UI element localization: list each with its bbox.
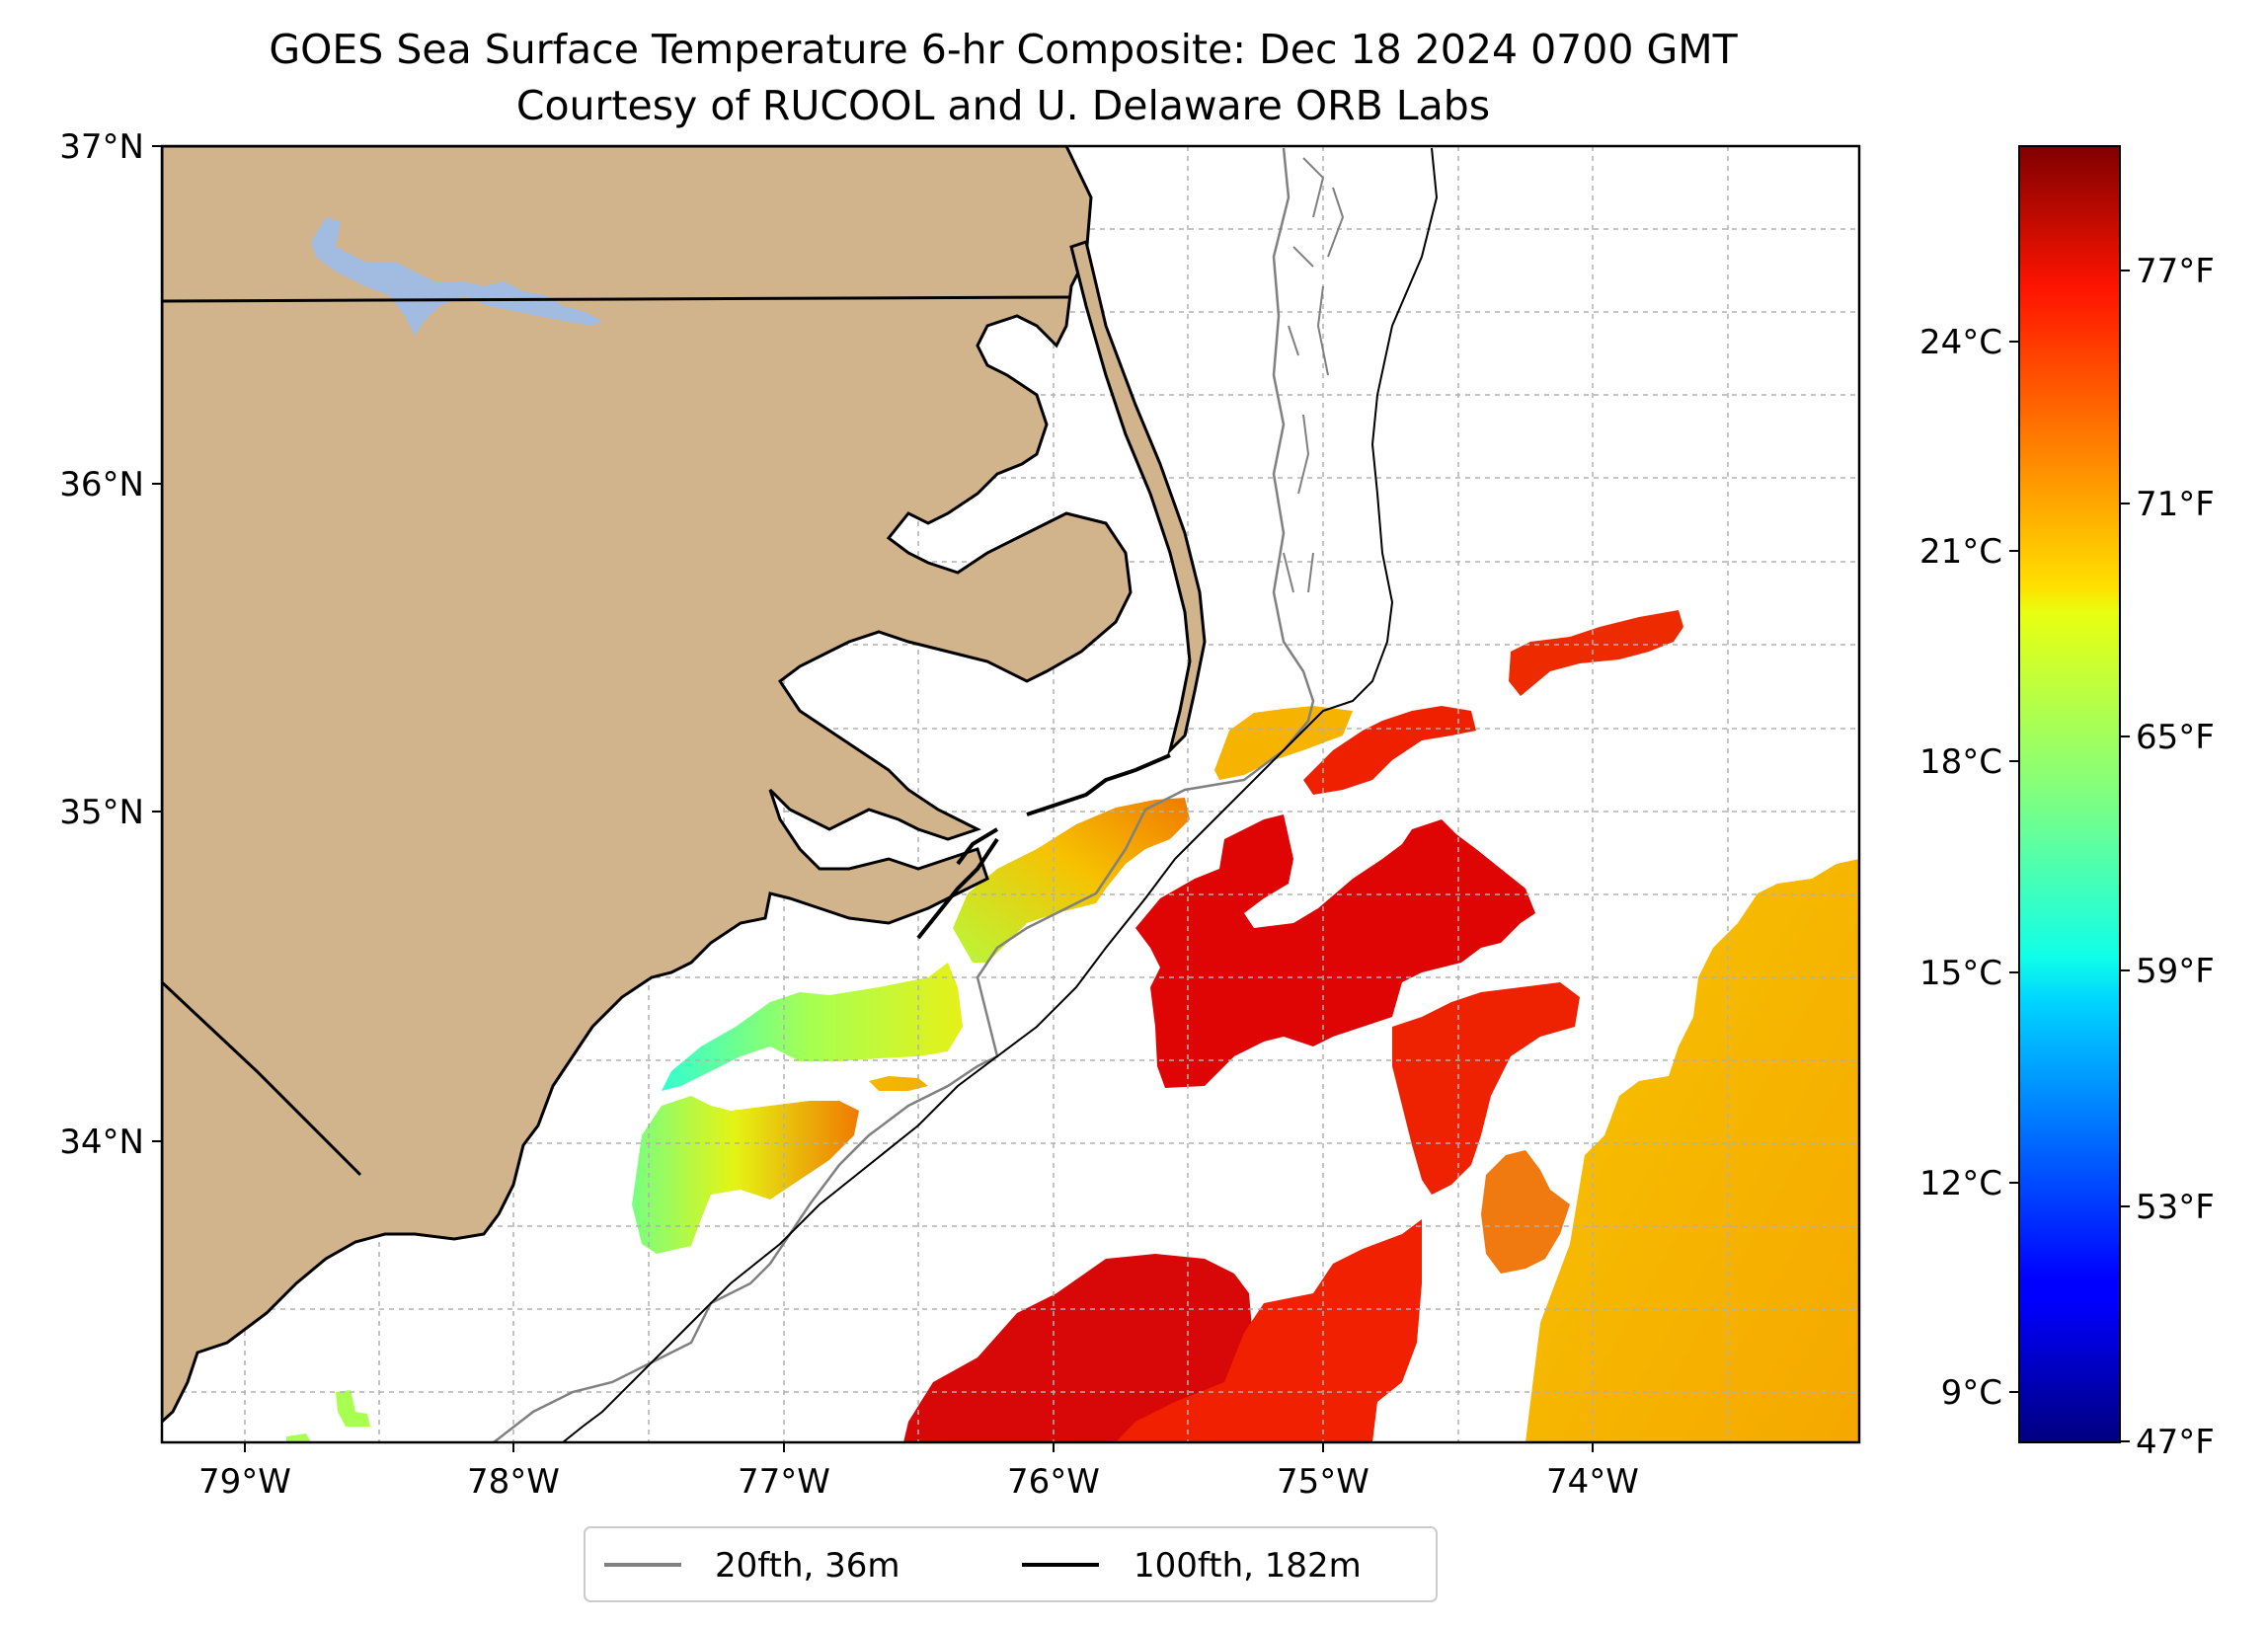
sst-gulf-stream-warm-water [1525,859,1859,1442]
contour-20fth-islands [1283,157,1345,593]
colorbar-celsius-9: 9°C [1941,1373,2002,1413]
lon-label-74: 74°W [1546,1462,1639,1502]
sst-patch-cape-fear [869,1076,928,1091]
map-title-line-2: Courtesy of RUCOOL and U. Delaware ORB L… [516,82,1490,129]
colorbar-fahrenheit-47: 47°F [2136,1423,2215,1462]
land-north-carolina [162,146,1133,1425]
legend-label-20fth: 20fth, 36m [715,1546,900,1586]
colorbar-fahrenheit-77: 77°F [2136,252,2215,291]
legend-label-100fth: 100fth, 182m [1134,1546,1362,1586]
lat-label-34: 34°N [59,1123,144,1162]
colorbar-celsius-21: 21°C [1919,532,2002,572]
colorbar: 24°C 21°C 18°C 15°C 12°C 9°C 77°F 71°F 6… [1919,145,2215,1462]
lon-label-78: 78°W [467,1462,560,1502]
colorbar-fahrenheit-59: 59°F [2136,952,2215,991]
map-title-line-1: GOES Sea Surface Temperature 6-hr Compos… [269,26,1738,73]
colorbar-fahrenheit-65: 65°F [2136,718,2215,757]
colorbar-fahrenheit-71: 71°F [2136,485,2215,524]
state-border-nc-sc [162,980,362,1177]
lon-label-75: 75°W [1277,1462,1369,1502]
sst-patch-northeast [1509,610,1683,696]
contour-legend: 20fth, 36m 100fth, 182m [584,1526,1438,1602]
lat-label-35: 35°N [59,793,144,832]
lon-label-77: 77°W [738,1462,830,1502]
map-area [162,146,1859,1442]
lat-label-36: 36°N [59,465,144,504]
sst-warm-patch-south [903,1254,1254,1442]
sst-shelf-south [632,1096,859,1254]
axis-ticks [152,145,1594,1452]
map-frame [160,144,1861,1444]
sst-patch-near-hatteras [1214,706,1353,780]
sst-patch-small-green-2 [286,1433,311,1442]
lake-kerr [311,217,602,336]
sst-shelf-mid [662,963,963,1091]
lon-label-79: 79°W [198,1462,291,1502]
colorbar-celsius-15: 15°C [1919,954,2002,993]
map-gridlines [162,146,1859,1442]
sst-patch-mid-east [1303,706,1476,795]
colorbar-celsius-12: 12°C [1919,1164,2002,1203]
sst-warm-patch-central [1135,814,1535,1088]
sst-warm-patch-east [1392,982,1580,1195]
outer-banks [1069,240,1207,755]
state-border-va-nc [162,295,1072,303]
contour-100fth [562,147,1439,1442]
colorbar-celsius-18: 18°C [1919,742,2002,782]
sst-warm-patch-south-2 [1116,1219,1422,1442]
contour-20fth [493,147,1315,1442]
outer-banks-south [916,753,1171,940]
sst-data-layer [286,610,1859,1442]
colorbar-gradient [2018,145,2121,1443]
colorbar-celsius-24: 24°C [1919,323,2002,362]
lat-label-37: 37°N [59,127,144,167]
colorbar-fahrenheit-53: 53°F [2136,1188,2215,1227]
sst-patch-small-green [336,1390,370,1427]
sst-patch-orange [1481,1150,1570,1274]
lon-label-76: 76°W [1007,1462,1100,1502]
